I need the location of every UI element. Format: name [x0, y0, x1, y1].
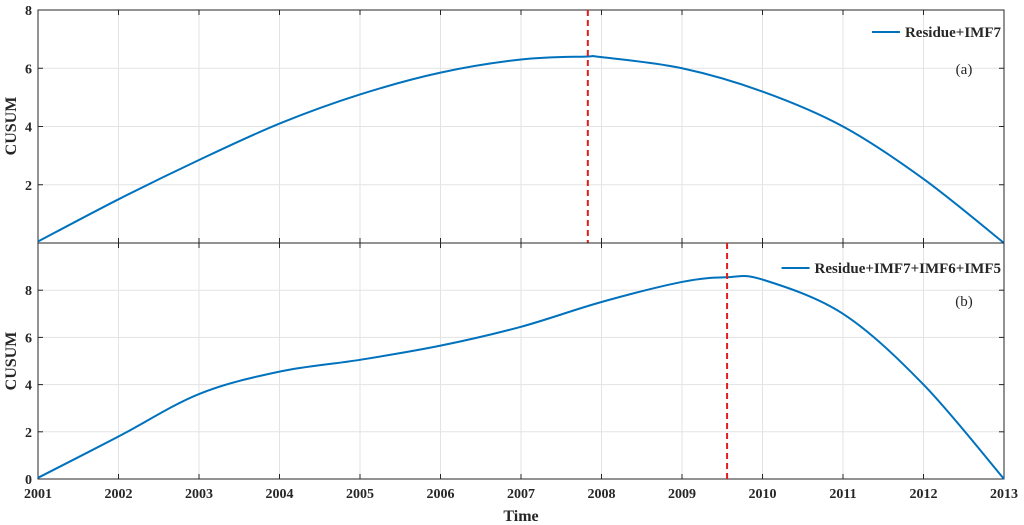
- x-tick-label: 2008: [588, 487, 616, 502]
- legend-label: Residue+IMF7: [905, 25, 1002, 41]
- panel-label: (b): [955, 294, 973, 310]
- series-line: [37, 55, 1005, 244]
- x-tick-label: 2002: [105, 487, 133, 502]
- x-tick-label: 2012: [910, 487, 938, 502]
- y-tick-label: 4: [25, 121, 32, 136]
- x-tick-label: 2011: [829, 487, 856, 502]
- y-tick-label: 2: [25, 426, 32, 441]
- x-tick-label: 2013: [990, 487, 1018, 502]
- panel-label: (a): [956, 62, 973, 78]
- x-tick-label: 2010: [749, 487, 777, 502]
- y-tick-label: 8: [25, 284, 32, 299]
- y-tick-label: 2: [25, 179, 32, 194]
- y-tick-label: 6: [25, 331, 32, 346]
- panel-a: 2 4 6 8 CUSUM Residue+IMF7 (a): [3, 4, 1005, 244]
- y-tick-label: 8: [25, 4, 32, 19]
- panel-b: 0 2 4 6 8 2001 2002 2003 2004 2005 2006 2007 2008 200…: [3, 242, 1018, 525]
- y-axis-label: CUSUM: [3, 332, 20, 391]
- x-tick-label: 2003: [185, 487, 213, 502]
- legend-label: Residue+IMF7+IMF6+IMF5: [815, 261, 1001, 277]
- x-tick-label: 2004: [266, 487, 294, 502]
- x-tick-label: 2001: [24, 487, 52, 502]
- y-tick-label: 4: [25, 379, 32, 394]
- y-tick-label: 0: [25, 473, 32, 488]
- y-axis-label: CUSUM: [3, 97, 20, 156]
- x-tick-label: 2007: [507, 487, 535, 502]
- series-line: [37, 274, 1005, 480]
- x-axis-label: Time: [503, 508, 538, 525]
- x-tick-label: 2009: [668, 487, 696, 502]
- x-tick-label: 2005: [346, 487, 374, 502]
- x-tick-label: 2006: [427, 487, 455, 502]
- y-tick-label: 6: [25, 62, 32, 77]
